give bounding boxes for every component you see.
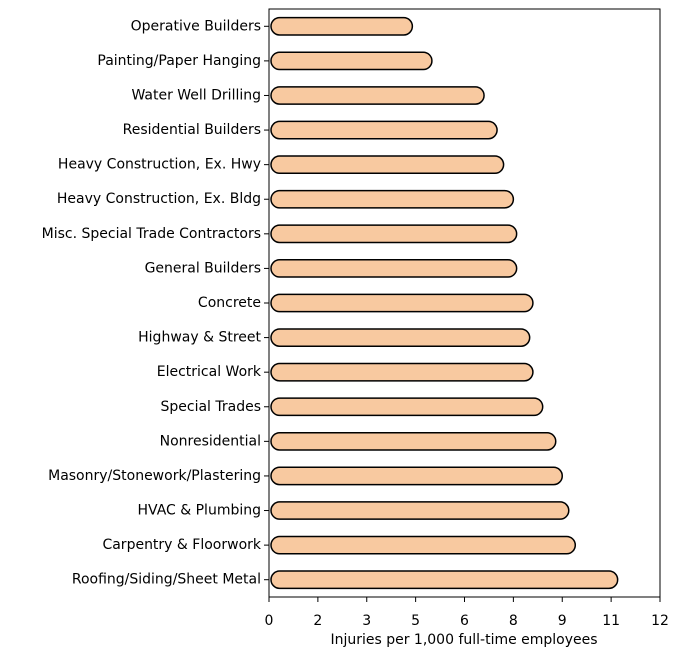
bar bbox=[271, 225, 517, 242]
bar bbox=[271, 87, 484, 104]
bar bbox=[271, 52, 432, 69]
y-tick-label: Heavy Construction, Ex. Hwy bbox=[58, 157, 261, 173]
bar bbox=[271, 329, 530, 346]
y-tick-label: HVAC & Plumbing bbox=[137, 503, 261, 519]
x-tick-label: 5 bbox=[411, 613, 420, 629]
bar bbox=[271, 433, 556, 450]
y-tick-label: Heavy Construction, Ex. Bldg bbox=[57, 191, 261, 207]
bar bbox=[271, 571, 618, 588]
y-tick-label: Misc. Special Trade Contractors bbox=[42, 226, 261, 242]
y-tick-label: Operative Builders bbox=[131, 18, 261, 34]
bar bbox=[271, 156, 504, 173]
y-tick-label: Residential Builders bbox=[123, 122, 261, 138]
y-tick-label: Carpentry & Floorwork bbox=[102, 537, 261, 553]
x-tick-label: 9 bbox=[558, 613, 567, 629]
y-tick-label: Water Well Drilling bbox=[131, 87, 261, 103]
bar bbox=[271, 398, 543, 415]
chart: Injuries per 1,000 full-time employees 0… bbox=[0, 0, 682, 649]
x-tick-label: 12 bbox=[651, 613, 669, 629]
y-tick-label: Nonresidential bbox=[160, 433, 261, 449]
bar bbox=[271, 536, 575, 553]
bar bbox=[271, 364, 533, 381]
y-tick-label: Painting/Paper Hanging bbox=[97, 53, 261, 69]
x-axis-label: Injuries per 1,000 full-time employees bbox=[330, 632, 597, 648]
x-tick-label: 8 bbox=[509, 613, 518, 629]
x-tick-label: 11 bbox=[602, 613, 620, 629]
x-tick-label: 2 bbox=[313, 613, 322, 629]
y-tick-label: Roofing/Siding/Sheet Metal bbox=[72, 572, 261, 588]
bar bbox=[271, 191, 513, 208]
y-tick-label: Masonry/Stonework/Plastering bbox=[48, 468, 261, 484]
bar bbox=[271, 502, 569, 519]
y-tick-label: Special Trades bbox=[160, 399, 261, 415]
bar bbox=[271, 121, 497, 138]
y-tick-label: Electrical Work bbox=[157, 364, 262, 380]
bar bbox=[271, 18, 412, 35]
y-tick-label: General Builders bbox=[145, 260, 261, 276]
bar bbox=[271, 294, 533, 311]
x-tick-label: 6 bbox=[460, 613, 469, 629]
bar bbox=[271, 467, 562, 484]
y-tick-label: Highway & Street bbox=[138, 330, 261, 346]
y-tick-label: Concrete bbox=[198, 295, 261, 311]
x-tick-label: 0 bbox=[265, 613, 274, 629]
bar bbox=[271, 260, 517, 277]
x-tick-label: 3 bbox=[362, 613, 371, 629]
